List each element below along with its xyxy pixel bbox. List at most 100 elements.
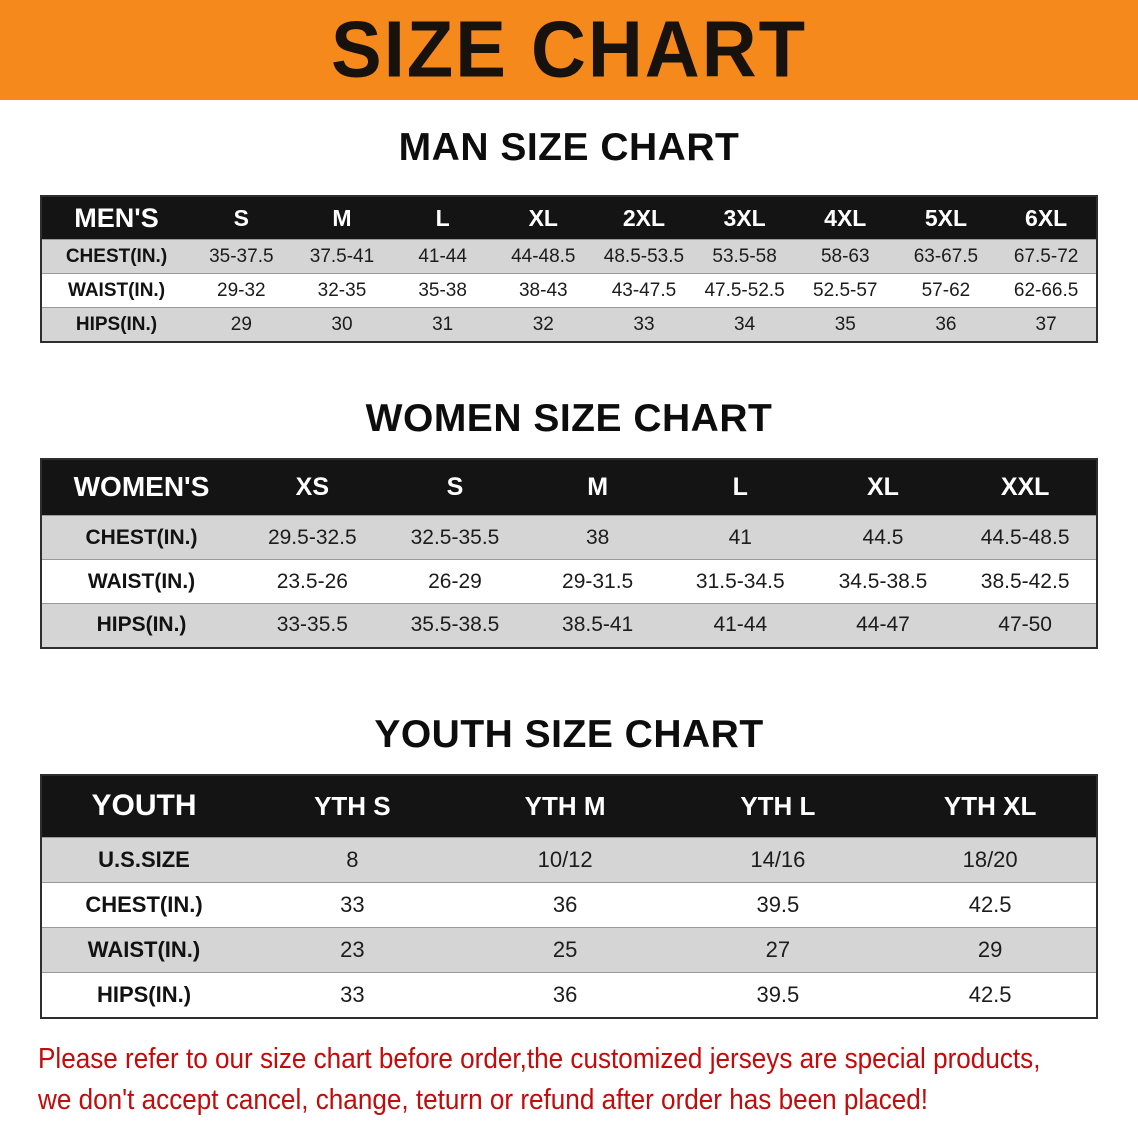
youth-size-chart-section: YOUTH SIZE CHART YOUTH YTH S YTH M YTH L YTH… [0,649,1138,1019]
table-title-cell: MEN'S [41,195,191,240]
size-value: 42.5 [968,981,1012,1007]
size-column-header: 5XL [895,195,997,240]
men-section-heading: MAN SIZE CHART [398,126,740,169]
size-value: 29 [230,313,252,335]
row-label: WAIST(IN.) [87,569,196,593]
size-value: 35-38 [418,279,467,301]
disclaimer-line-2: we don't accept cancel, change, teturn o… [38,1083,929,1116]
row-label: HIPS(IN.) [75,313,158,335]
size-value: 34 [734,313,756,335]
size-value: 38.5-41 [562,613,634,637]
row-label: WAIST(IN.) [67,279,166,301]
size-value: 44-48.5 [511,245,576,267]
size-value: 8 [346,847,359,873]
size-value: 36 [552,981,578,1007]
size-value: 34.5-38.5 [838,569,928,593]
size-value: 44-47 [856,613,910,637]
size-value: 62-66.5 [1013,279,1079,301]
table-row: HIPS(IN.) 33-35.5 35.5-38.5 38.5-41 41-44 44-… [41,603,1097,648]
size-value: 42.5 [968,892,1012,918]
size-value: 57-62 [921,279,971,301]
disclaimer: Please refer to our size chart before or… [38,1039,1041,1121]
size-value: 44.5-48.5 [980,525,1070,549]
row-label: CHEST(IN.) [85,892,203,918]
size-value: 32 [532,313,554,335]
size-value: 44.5 [862,525,904,549]
row-label: HIPS(IN.) [96,613,187,637]
table-header-row: MEN'S S M L XL 2XL 3XL 4XL 5XL 6XL [41,195,1097,240]
size-column-header: XS [241,458,384,516]
size-value: 14/16 [750,847,806,873]
banner: SIZE CHART [0,0,1138,100]
size-value: 31 [432,313,454,335]
size-value: 37.5-41 [309,245,375,267]
size-column-header: XL [492,195,594,240]
size-column-header: M [526,458,669,516]
size-value: 47.5-52.5 [704,279,785,301]
size-value: 27 [765,937,791,963]
table-header-row: WOMEN'S XS S M L XL XXL [41,458,1097,516]
youth-section-heading: YOUTH SIZE CHART [374,712,764,756]
size-value: 38-43 [518,279,568,301]
size-value: 26-29 [428,569,482,593]
size-value: 32.5-35.5 [410,525,500,549]
size-value: 33 [633,313,655,335]
size-value: 37 [1035,313,1057,335]
size-value: 36 [935,313,957,335]
table-title-cell: WOMEN'S [41,458,241,516]
size-value: 31.5-34.5 [695,569,785,593]
size-value: 23.5-26 [276,569,348,593]
size-column-header: XXL [954,458,1097,516]
youth-size-table: YOUTH YTH S YTH M YTH L YTH XL U.S.SIZE 8 10/12… [40,773,1098,1019]
size-value: 67.5-72 [1013,245,1079,267]
charts-main: MAN SIZE CHART MEN'S S M L XL 2XL 3XL 4XL 5XL 6XL… [0,100,1138,1019]
table-row: CHEST(IN.) 35-37.5 37.5-41 41-44 44-48.5 48.5… [41,239,1097,274]
size-value: 43-47.5 [611,279,677,301]
size-value: 35 [834,313,856,335]
row-label: WAIST(IN.) [87,937,201,963]
size-value: 30 [331,313,353,335]
women-size-chart-section: WOMEN SIZE CHART WOMEN'S XS S M L XL XXL CHEST(… [0,343,1138,649]
table-row: WAIST(IN.) 29-32 32-35 35-38 38-43 43-47.5 47.… [41,273,1097,308]
size-column-header: YTH XL [884,774,1097,838]
size-column-header: L [392,195,493,240]
size-column-header: 2XL [593,195,695,240]
women-section-heading: WOMEN SIZE CHART [365,396,773,440]
size-value: 33 [340,892,365,918]
size-value: 35.5-38.5 [410,613,500,637]
size-value: 41 [728,525,752,549]
row-label: CHEST(IN.) [65,245,168,267]
size-value: 32-35 [317,279,367,301]
size-value: 63-67.5 [913,245,979,267]
size-value: 29.5-32.5 [267,525,357,549]
size-column-header: 3XL [694,195,795,240]
size-value: 47-50 [998,613,1052,637]
size-value: 41-44 [713,613,768,637]
size-value: 10/12 [537,847,593,873]
men-size-chart-section: MAN SIZE CHART MEN'S S M L XL 2XL 3XL 4XL 5XL 6XL… [0,100,1138,343]
table-title-cell: YOUTH [41,774,246,838]
size-value: 29-31.5 [562,569,634,593]
size-value: 48.5-53.5 [603,245,685,267]
table-header-row: YOUTH YTH S YTH M YTH L YTH XL [41,774,1097,838]
size-value: 29 [977,937,1003,963]
size-column-header: XL [811,458,955,516]
row-label: U.S.SIZE [98,847,190,873]
size-column-header: S [191,195,292,240]
table-row: CHEST(IN.) 29.5-32.5 32.5-35.5 38 41 44.5 44.5… [41,515,1097,560]
size-value: 52.5-57 [813,279,878,301]
size-column-header: YTH L [671,774,885,838]
table-row: HIPS(IN.) 33 36 39.5 42.5 [41,972,1097,1018]
table-row: HIPS(IN.) 29 30 31 32 33 34 35 36 37 [41,307,1097,342]
table-row: U.S.SIZE 8 10/12 14/16 18/20 [41,837,1097,883]
size-value: 29-32 [217,279,266,301]
row-label: HIPS(IN.) [96,981,192,1007]
size-value: 39.5 [756,981,800,1007]
size-column-header: YTH S [246,774,459,838]
row-label: CHEST(IN.) [85,525,198,549]
page-title: SIZE CHART [331,4,807,95]
disclaimer-line-1: Please refer to our size chart before or… [38,1042,1041,1075]
size-value: 41-44 [418,245,467,267]
size-value: 25 [552,937,578,963]
men-size-table: MEN'S S M L XL 2XL 3XL 4XL 5XL 6XL CHEST(IN.) 35-37… [40,194,1098,343]
